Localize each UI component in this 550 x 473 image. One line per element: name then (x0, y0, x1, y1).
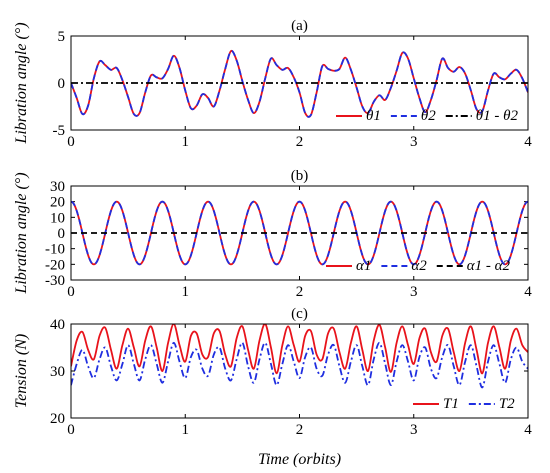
series-line (71, 200, 528, 266)
y-tick-label: 20 (50, 195, 65, 211)
x-tick-label: 0 (67, 284, 75, 300)
series-line (71, 200, 528, 266)
y-tick-label: 0 (58, 76, 66, 92)
legend-label: α2 (411, 258, 427, 274)
x-tick-label: 2 (296, 284, 304, 300)
y-tick-label: 40 (50, 317, 65, 333)
x-tick-label: 3 (410, 284, 418, 300)
y-tick-label: -20 (45, 257, 65, 273)
y-tick-label: 0 (58, 226, 66, 242)
x-tick-label: 2 (296, 134, 304, 150)
plot-frame (70, 35, 529, 131)
x-tick-label: 1 (182, 134, 190, 150)
y-axis-label: Libration angle (°) (13, 172, 30, 294)
y-axis-label: Tension (N) (13, 334, 30, 409)
y-tick-label: 5 (58, 29, 66, 45)
panel-c: (c) Tension (N) Time (orbits) 0 1 2 3 4 20 30 40 T1… (13, 306, 532, 468)
y-tick-label: 10 (50, 210, 65, 226)
x-axis-label: Time (orbits) (258, 451, 341, 468)
y-tick-label: -5 (53, 123, 66, 139)
y-axis-label: Libration angle (°) (13, 22, 30, 144)
x-tick-label: 4 (524, 134, 532, 150)
series-line (71, 49, 528, 118)
legend-label: α1 - α2 (467, 258, 511, 274)
plot-frame (70, 323, 529, 419)
legend-label: θ2 (421, 108, 436, 124)
x-tick-label: 0 (67, 134, 75, 150)
legend-label: T1 (443, 396, 459, 412)
x-tick-label: 1 (182, 284, 190, 300)
series-line (71, 324, 528, 375)
legend: α1 α2 α1 - α2 (326, 258, 510, 274)
panel-b: (b)Libration angle (°) 0 1 2 3 4-30-20-100102… (13, 168, 532, 300)
y-tick-label: -30 (45, 273, 65, 289)
x-tick-label: 2 (296, 422, 304, 438)
y-tick-label: 30 (50, 364, 65, 380)
y-tick-label: 30 (50, 179, 65, 195)
x-tick-label: 3 (410, 134, 418, 150)
legend: T1 T2 (413, 396, 515, 412)
x-tick-label: 3 (410, 422, 418, 438)
x-tick-label: 4 (524, 284, 532, 300)
plot-frame (70, 185, 529, 281)
legend-label: θ1 - θ2 (476, 108, 519, 124)
x-tick-label: 1 (182, 422, 190, 438)
panel-title: (a) (291, 18, 308, 34)
legend-label: θ1 (366, 108, 381, 124)
panel-title: (c) (291, 306, 308, 322)
y-tick-label: -10 (45, 242, 65, 258)
series-line (71, 341, 528, 389)
x-tick-label: 0 (67, 422, 75, 438)
panel-title: (b) (291, 168, 309, 184)
x-tick-label: 4 (524, 422, 532, 438)
y-tick-label: 20 (50, 411, 65, 427)
legend-label: α1 (356, 258, 371, 274)
legend-label: T2 (499, 396, 515, 412)
legend: θ1 θ2 θ1 - θ2 (336, 108, 518, 124)
